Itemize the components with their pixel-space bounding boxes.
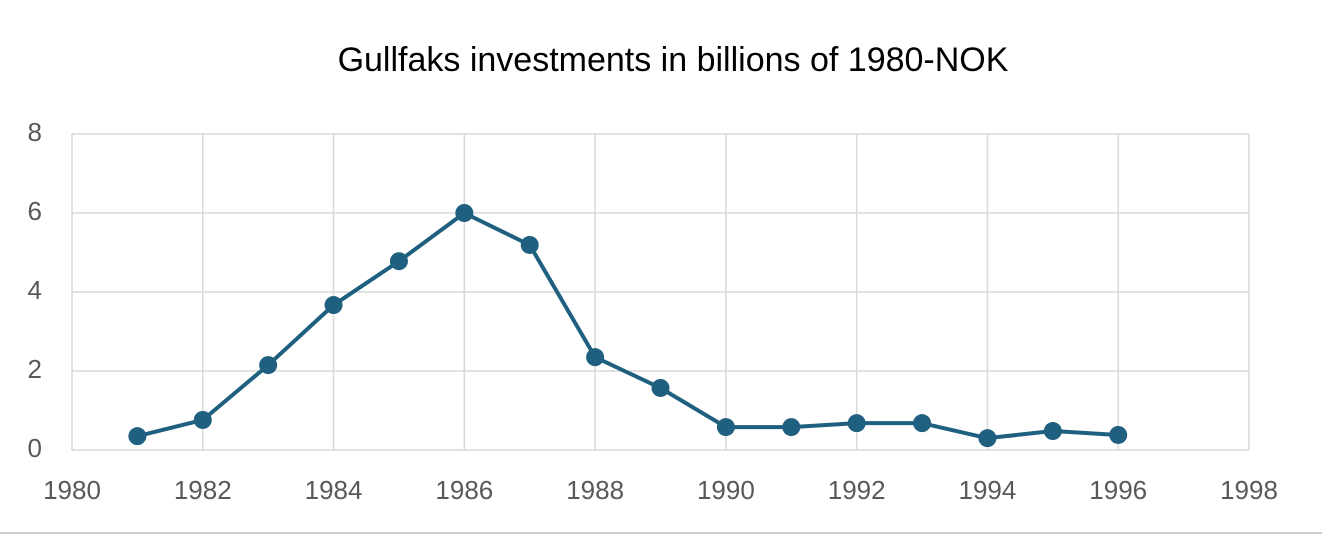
- y-tick-label: 2: [28, 354, 42, 384]
- x-tick-label: 1982: [174, 475, 232, 505]
- marker: [455, 204, 474, 222]
- marker: [782, 418, 801, 437]
- chart-title: Gullfaks investments in billions of 1980…: [338, 41, 1009, 79]
- x-tick-label: 1980: [43, 475, 101, 505]
- marker: [913, 414, 932, 433]
- x-tick-label: 1990: [697, 475, 755, 505]
- x-tick-label: 1996: [1089, 475, 1147, 505]
- marker: [1109, 425, 1128, 444]
- x-tick-label: 1992: [828, 475, 886, 505]
- y-tick-label: 6: [28, 196, 42, 226]
- x-tick-label: 1994: [959, 475, 1017, 505]
- marker: [389, 252, 408, 271]
- marker: [324, 296, 343, 315]
- y-tick-label: 0: [28, 433, 42, 463]
- marker: [520, 235, 539, 254]
- line: [136, 211, 1119, 441]
- y-tick-label: 4: [28, 275, 42, 305]
- marker: [128, 427, 147, 446]
- marker: [651, 378, 670, 397]
- marker: [847, 414, 866, 433]
- marker: [193, 410, 212, 429]
- x-tick-label: 1998: [1220, 475, 1278, 505]
- marker: [586, 348, 605, 367]
- marker: [716, 418, 735, 437]
- marker: [1043, 422, 1062, 441]
- marker: [259, 356, 278, 375]
- marker: [978, 429, 997, 448]
- x-tick-label: 1986: [435, 475, 493, 505]
- x-tick-label: 1984: [305, 475, 363, 505]
- y-tick-label: 8: [28, 117, 42, 147]
- x-tick-label: 1988: [566, 475, 624, 505]
